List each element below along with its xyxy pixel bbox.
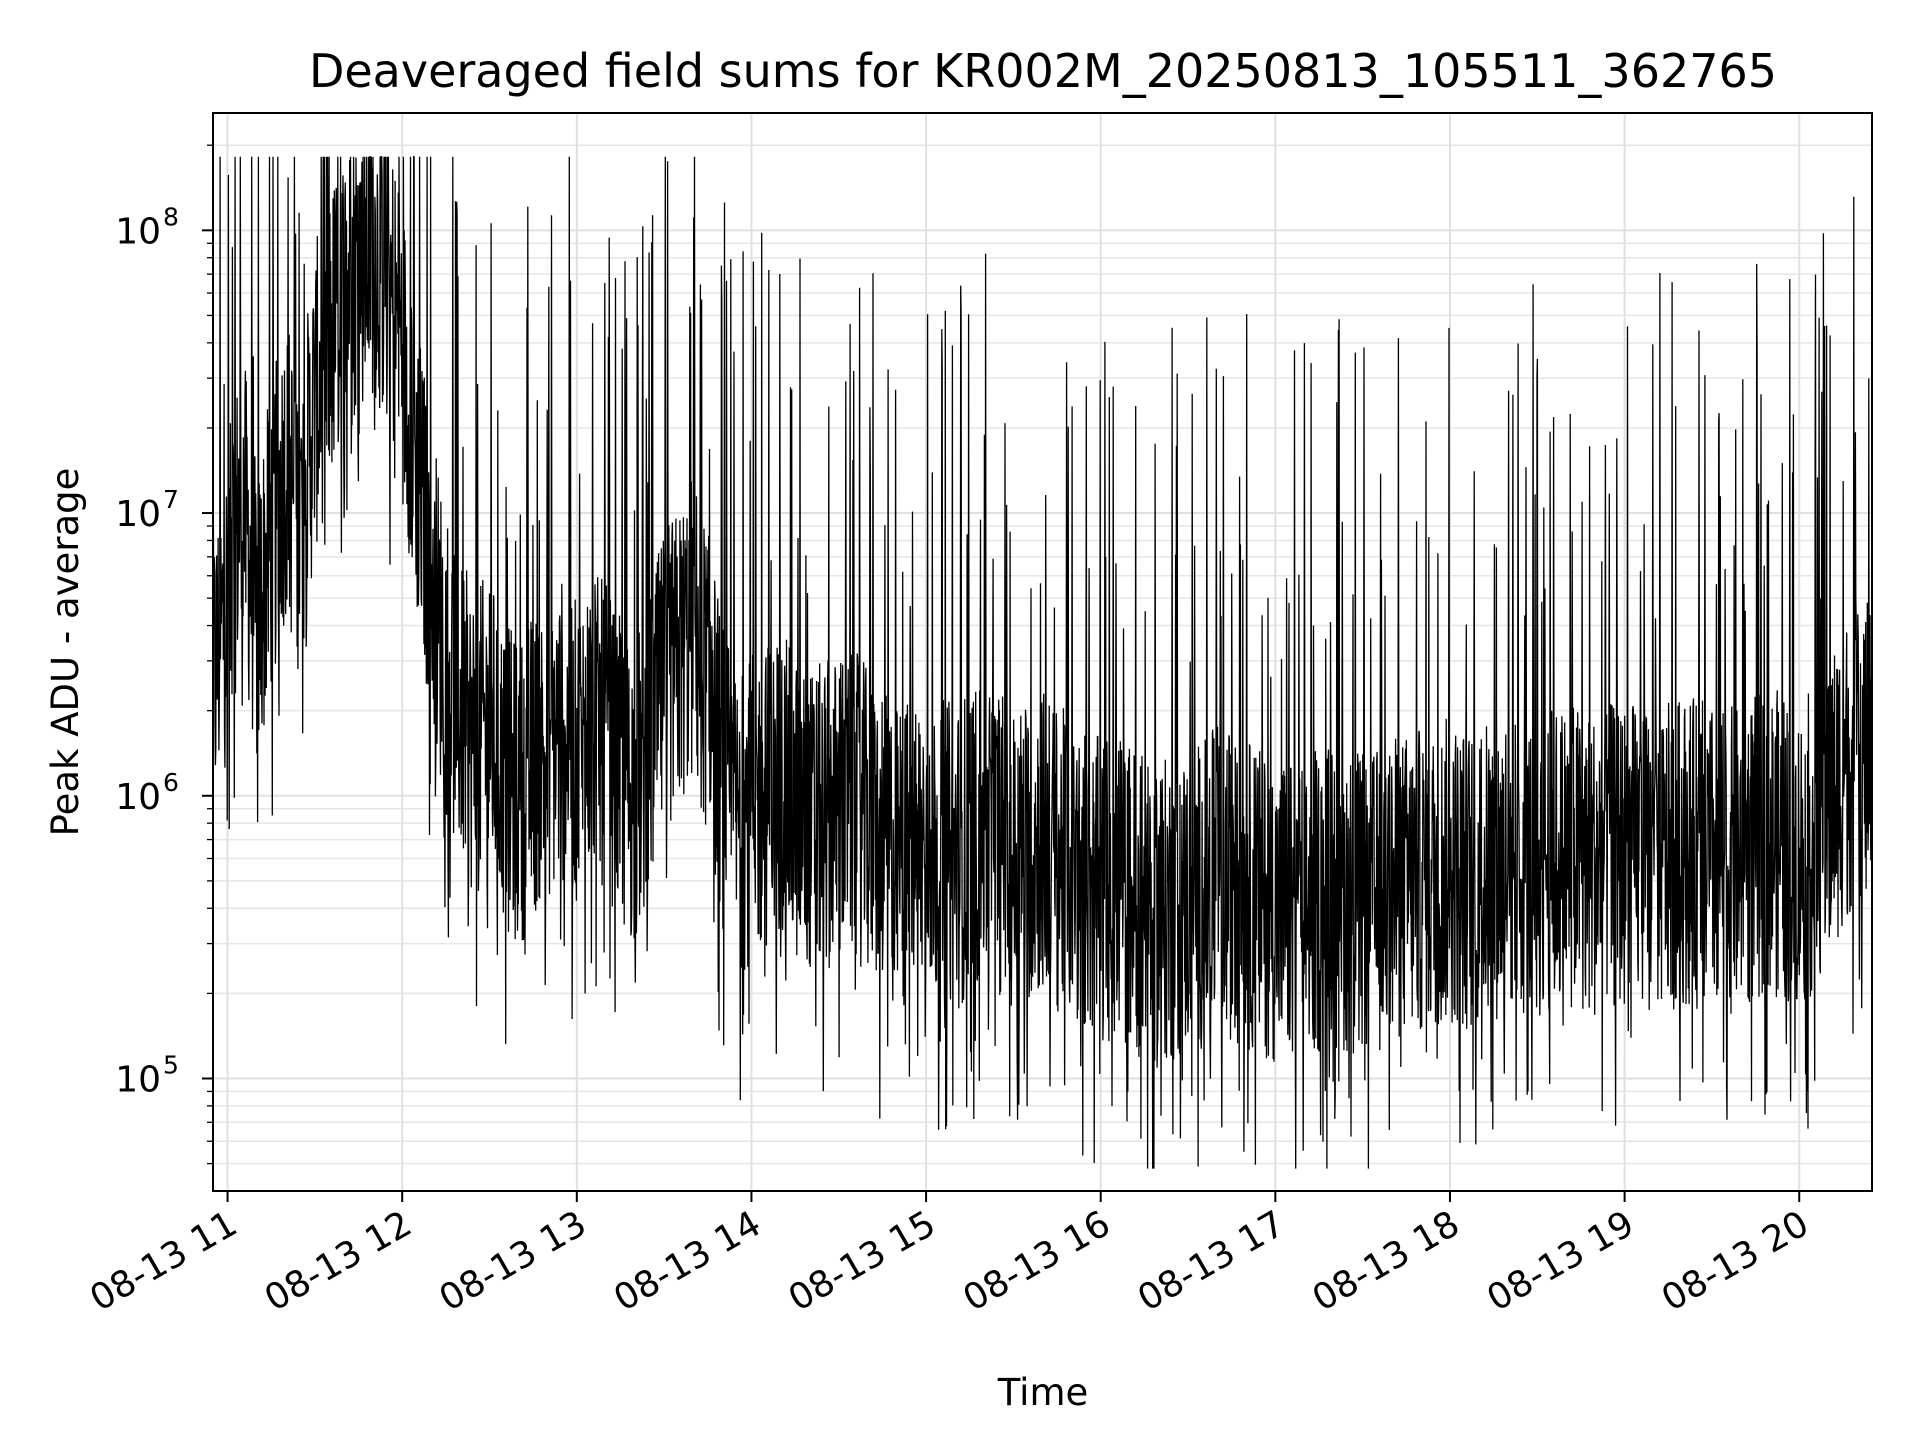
x-axis-label: Time	[997, 1371, 1089, 1414]
y-tick-exponent: 8	[163, 202, 179, 231]
y-tick-exponent: 6	[163, 768, 179, 797]
y-tick-label: 10	[115, 494, 161, 535]
y-tick-label: 10	[115, 777, 161, 818]
chart-title: Deaveraged field sums for KR002M_2025081…	[309, 44, 1777, 98]
y-tick-exponent: 5	[163, 1050, 179, 1079]
plot-frame	[212, 112, 1873, 1192]
y-tick-exponent: 7	[163, 485, 179, 514]
y-axis-label: Peak ADU - average	[44, 468, 87, 837]
y-tick-label: 10	[115, 1059, 161, 1100]
y-tick-label: 10	[115, 211, 161, 252]
series-line	[212, 156, 1873, 1169]
